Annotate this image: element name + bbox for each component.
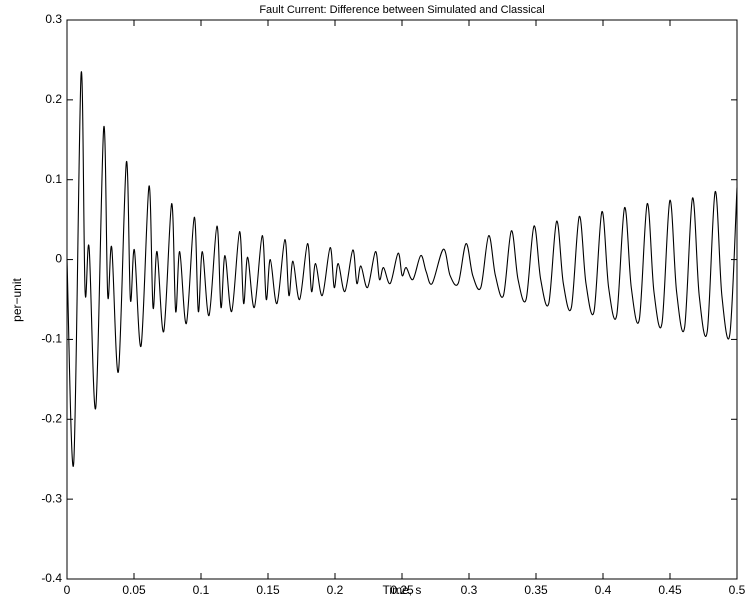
x-tick-label: 0.15 [256, 583, 280, 597]
x-tick-label: 0 [64, 583, 71, 597]
data-line [66, 71, 738, 467]
y-tick-label: 0.3 [45, 12, 62, 26]
x-tick-label: 0.5 [729, 583, 746, 597]
x-tick-label: 0.35 [524, 583, 548, 597]
x-tick-label: 0.1 [193, 583, 210, 597]
x-tick-label: 0.4 [595, 583, 612, 597]
x-tick-label: 0.25 [390, 583, 414, 597]
y-axis-label: per−unit [10, 277, 24, 321]
chart-title: Fault Current: Difference between Simula… [259, 4, 544, 16]
x-tick-label: 0.3 [461, 583, 478, 597]
x-tick-label: 0.45 [658, 583, 682, 597]
y-tick-label: 0.2 [45, 92, 62, 106]
x-axis-label: Time, s [383, 583, 422, 597]
y-tick-label: 0.1 [45, 172, 62, 186]
y-tick-label: -0.3 [41, 491, 62, 505]
y-tick-label: -0.2 [41, 411, 62, 425]
y-tick-label: -0.1 [41, 332, 62, 346]
plot-frame [66, 19, 738, 580]
x-tick-label: 0.2 [327, 583, 344, 597]
y-tick-label: -0.4 [41, 571, 62, 585]
y-tick-label: 0 [55, 252, 62, 266]
x-tick-label: 0.05 [122, 583, 146, 597]
